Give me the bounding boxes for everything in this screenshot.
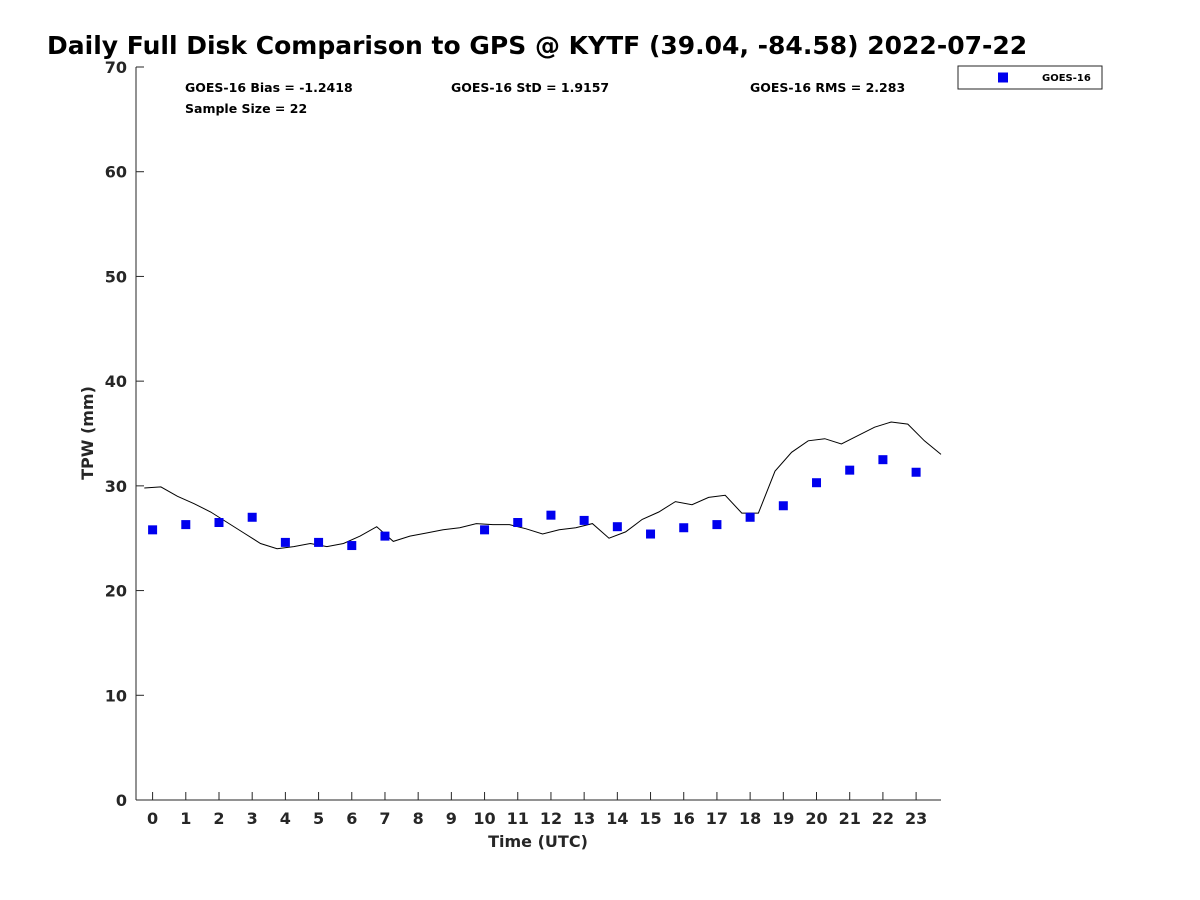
x-tick-label: 20	[805, 809, 827, 828]
data-point	[480, 525, 490, 535]
data-point	[214, 518, 224, 528]
data-point	[911, 467, 921, 477]
x-tick-label: 21	[839, 809, 861, 828]
data-point	[579, 515, 589, 525]
legend: GOES-16	[957, 65, 1103, 90]
data-point	[679, 523, 689, 533]
plot-area	[135, 67, 941, 801]
series-goes16-points	[148, 455, 921, 551]
y-tick-label: 30	[105, 477, 127, 496]
x-tick-label: 19	[772, 809, 794, 828]
x-tick-label: 9	[446, 809, 457, 828]
x-tick-label: 8	[413, 809, 424, 828]
y-tick-label: 50	[105, 267, 127, 286]
data-point	[181, 520, 191, 530]
data-point	[845, 465, 855, 475]
y-ticks: 0 10 20 30 40 50 60 70	[105, 58, 144, 810]
x-tick-label: 17	[706, 809, 728, 828]
x-tick-label: 6	[346, 809, 357, 828]
x-tick-label: 10	[473, 809, 495, 828]
legend-box	[957, 65, 1103, 90]
data-point	[247, 512, 257, 522]
y-tick-label: 20	[105, 582, 127, 601]
data-point	[812, 478, 822, 488]
data-point	[314, 537, 324, 547]
y-axis-label: TPW (mm)	[78, 386, 97, 480]
x-tick-label: 16	[673, 809, 695, 828]
x-tick-label: 23	[905, 809, 927, 828]
data-point	[745, 512, 755, 522]
x-tick-label: 1	[180, 809, 191, 828]
stat-bias: GOES-16 Bias = -1.2418	[185, 80, 353, 95]
y-tick-label: 0	[116, 791, 127, 810]
x-tick-label: 3	[247, 809, 258, 828]
x-tick-label: 15	[639, 809, 661, 828]
y-tick-label: 40	[105, 372, 127, 391]
data-point	[878, 455, 888, 465]
x-tick-label: 11	[507, 809, 529, 828]
data-point	[778, 501, 788, 511]
x-tick-label: 18	[739, 809, 761, 828]
stats-annotations: GOES-16 Bias = -1.2418 GOES-16 StD = 1.9…	[185, 80, 905, 116]
series-line	[144, 421, 942, 550]
data-point	[280, 537, 290, 547]
x-tick-label: 13	[573, 809, 595, 828]
data-point	[712, 520, 722, 530]
x-tick-label: 4	[280, 809, 291, 828]
data-point	[513, 518, 523, 528]
x-tick-label: 2	[213, 809, 224, 828]
y-tick-label: 70	[105, 58, 127, 77]
stat-sample-size: Sample Size = 22	[185, 101, 307, 116]
x-tick-label: 5	[313, 809, 324, 828]
legend-marker	[998, 72, 1008, 83]
y-tick-label: 10	[105, 686, 127, 705]
x-ticks: 0 1 2 3 4 5 6 7 8 9 10 11 12 13 14 15 16 17 18 19 20 21 22 23	[147, 792, 927, 828]
data-point	[380, 531, 390, 541]
legend-label: GOES-16	[1042, 73, 1091, 84]
data-point	[646, 529, 656, 539]
data-point	[148, 525, 158, 535]
data-point	[612, 522, 622, 532]
x-tick-label: 22	[872, 809, 894, 828]
stat-std: GOES-16 StD = 1.9157	[451, 80, 609, 95]
data-point	[347, 541, 357, 551]
x-tick-label: 0	[147, 809, 158, 828]
data-point	[546, 510, 556, 520]
x-axis-label: Time (UTC)	[488, 832, 588, 851]
x-tick-label: 12	[540, 809, 562, 828]
x-tick-label: 7	[379, 809, 390, 828]
stat-rms: GOES-16 RMS = 2.283	[750, 80, 905, 95]
x-tick-label: 14	[606, 809, 628, 828]
chart-title: Daily Full Disk Comparison to GPS @ KYTF…	[47, 31, 1027, 60]
y-tick-label: 60	[105, 163, 127, 182]
